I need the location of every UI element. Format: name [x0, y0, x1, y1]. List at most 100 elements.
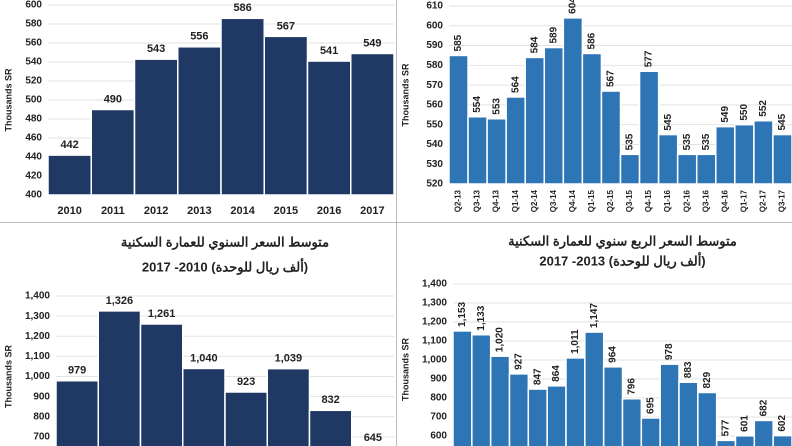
bar [734, 435, 756, 446]
x-tick-label: 2013 [187, 205, 211, 217]
chart: Thousands SR 520 530 540 550 560 570 580 590 600 6… [400, 0, 792, 212]
value-label: 832 [321, 394, 339, 406]
y-tick-label: 800 [430, 393, 447, 404]
value-label: 927 [514, 353, 525, 370]
x-tick-label: Q2-16 [682, 189, 691, 212]
y-tick-label: 600 [430, 431, 447, 442]
value-label: 442 [60, 139, 78, 151]
y-tick-label: 1,000 [422, 355, 447, 366]
value-label: 586 [233, 2, 251, 14]
value-label: 829 [702, 371, 713, 388]
y-tick-label: 1,400 [25, 291, 50, 302]
y-tick-label: 1,100 [422, 336, 447, 347]
value-label: 979 [68, 365, 86, 377]
y-tick-label: 460 [25, 133, 42, 144]
bar [772, 434, 792, 446]
x-tick-label: Q2-17 [759, 189, 768, 212]
x-tick-label: Q3-15 [625, 189, 634, 212]
bar [306, 60, 352, 196]
value-label: 577 [644, 50, 655, 67]
value-label: 490 [104, 93, 122, 105]
bar [772, 133, 792, 185]
y-tick-label: 480 [25, 114, 42, 125]
value-label: 554 [472, 96, 483, 113]
y-tick-label: 540 [25, 57, 42, 68]
bar [489, 355, 511, 446]
x-tick-label: 2015 [274, 205, 298, 217]
bar [715, 125, 736, 185]
value-label: 796 [627, 378, 638, 395]
x-tick-label: Q2-13 [454, 189, 463, 212]
value-label: 682 [758, 399, 769, 416]
bar [734, 123, 755, 185]
value-label: 1,133 [476, 305, 487, 330]
value-label: 864 [551, 365, 562, 382]
x-tick-label: Q4-14 [568, 189, 577, 212]
bar [697, 391, 718, 446]
bar [133, 58, 179, 196]
value-label: 645 [364, 432, 382, 444]
y-tick-label: 400 [25, 190, 42, 201]
value-label: 541 [320, 45, 338, 57]
value-label: 584 [529, 36, 540, 53]
x-tick-label: Q1-14 [511, 189, 520, 212]
bar [47, 154, 92, 196]
bar [220, 17, 265, 196]
y-tick-label: 580 [426, 60, 443, 71]
x-tick-label: Q3-14 [549, 189, 558, 212]
value-label: 601 [740, 415, 751, 432]
x-tick-label: Q4-15 [644, 189, 653, 212]
y-tick-label: 610 [426, 1, 443, 12]
x-tick-label: Q2-14 [530, 189, 539, 212]
separator [396, 0, 397, 446]
x-tick-label: 2014 [230, 205, 255, 217]
bar [139, 323, 184, 446]
value-label: 549 [720, 106, 731, 123]
value-label: 549 [363, 37, 381, 49]
bar [486, 117, 507, 185]
value-label: 553 [491, 98, 502, 115]
value-label: 602 [777, 414, 788, 431]
value-label: 585 [453, 34, 464, 51]
x-tick-label: Q3-17 [778, 189, 787, 212]
x-tick-label: Q2-15 [606, 189, 615, 212]
y-tick-label: 1,300 [25, 311, 50, 322]
y-tick-label: 580 [25, 19, 42, 30]
y-tick-label: 550 [426, 119, 443, 130]
bar [266, 367, 311, 446]
bar [621, 398, 643, 446]
chart: Thousands SR 400 420 440 460 480 500 520 540 560 5… [3, 0, 395, 217]
bar [602, 366, 624, 446]
chart-subtitle: (ألف ريال للوحدة) 2010- 2017 [142, 258, 308, 275]
bar [695, 153, 717, 185]
y-tick-label: 1,400 [422, 279, 447, 290]
y-tick-label: 520 [25, 76, 42, 87]
x-tick-label: 2010 [57, 205, 81, 217]
bar [678, 381, 699, 446]
value-label: 695 [645, 397, 656, 414]
value-label: 978 [664, 343, 675, 360]
y-tick-label: 1,300 [422, 298, 447, 309]
value-label: 545 [777, 113, 788, 130]
y-tick-label: 700 [33, 432, 50, 443]
value-label: 535 [625, 133, 636, 150]
x-tick-label: Q1-17 [739, 189, 748, 212]
bar [543, 46, 565, 185]
bar [350, 52, 395, 196]
y-tick-label: 520 [426, 179, 443, 190]
y-tick-label: 1,200 [25, 331, 50, 342]
chart-title: متوسط السعر السنوي للعمارة السكنية [121, 234, 329, 250]
y-tick-label: 500 [25, 95, 42, 106]
bar [753, 419, 774, 446]
value-label: 564 [510, 76, 521, 93]
value-label: 847 [532, 368, 543, 385]
value-label: 543 [147, 43, 165, 55]
value-label: 1,011 [570, 329, 581, 354]
value-label: 1,261 [148, 308, 176, 320]
y-tick-label: 530 [426, 159, 443, 170]
value-label: 535 [682, 133, 693, 150]
y-tick-label: 1,200 [422, 317, 447, 328]
bar [452, 330, 473, 446]
y-tick-label: 800 [33, 411, 50, 422]
bar [659, 363, 680, 446]
